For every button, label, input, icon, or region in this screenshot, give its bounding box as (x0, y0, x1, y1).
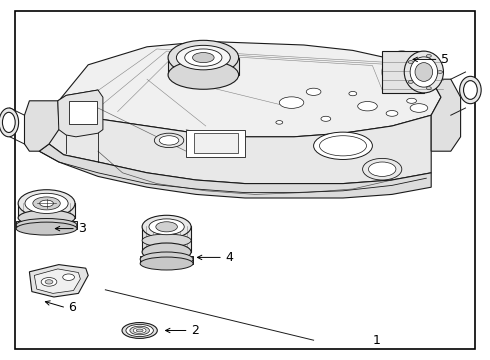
Ellipse shape (45, 280, 53, 284)
Ellipse shape (16, 222, 77, 235)
Ellipse shape (276, 121, 283, 124)
Ellipse shape (410, 57, 438, 87)
Polygon shape (24, 101, 69, 151)
Bar (140, 256, 193, 264)
Bar (186, 130, 245, 157)
Polygon shape (34, 269, 80, 293)
Ellipse shape (16, 219, 77, 231)
Ellipse shape (33, 197, 60, 210)
Text: 2: 2 (191, 324, 199, 337)
Ellipse shape (149, 219, 184, 235)
Ellipse shape (140, 252, 193, 266)
Bar (382, 51, 424, 93)
Ellipse shape (41, 278, 57, 286)
Polygon shape (49, 101, 431, 184)
Ellipse shape (306, 88, 321, 95)
Ellipse shape (156, 222, 177, 232)
Bar (168, 58, 239, 75)
Ellipse shape (386, 111, 398, 116)
Ellipse shape (154, 133, 184, 148)
Ellipse shape (2, 112, 15, 132)
Polygon shape (59, 41, 441, 137)
Ellipse shape (176, 45, 230, 70)
Ellipse shape (126, 324, 153, 337)
Text: 4: 4 (225, 251, 233, 264)
Ellipse shape (363, 158, 402, 180)
Polygon shape (29, 265, 88, 297)
Ellipse shape (319, 136, 367, 156)
Ellipse shape (133, 328, 146, 333)
Ellipse shape (349, 91, 357, 96)
Ellipse shape (159, 136, 179, 145)
Ellipse shape (408, 81, 413, 84)
Ellipse shape (464, 81, 477, 99)
Ellipse shape (0, 108, 19, 137)
Ellipse shape (122, 323, 157, 338)
Ellipse shape (410, 104, 428, 112)
Ellipse shape (142, 215, 191, 238)
Bar (142, 226, 191, 252)
Ellipse shape (368, 162, 396, 176)
Bar (194, 133, 238, 153)
Ellipse shape (279, 97, 304, 108)
Ellipse shape (382, 51, 421, 93)
Bar (16, 221, 77, 229)
Text: 1: 1 (372, 334, 380, 347)
Ellipse shape (25, 193, 68, 213)
Ellipse shape (40, 200, 53, 207)
Ellipse shape (193, 53, 214, 63)
Ellipse shape (18, 210, 75, 226)
Ellipse shape (408, 60, 413, 63)
Ellipse shape (142, 234, 191, 247)
Ellipse shape (63, 274, 74, 280)
Polygon shape (58, 90, 98, 126)
Text: 5: 5 (441, 53, 449, 66)
Ellipse shape (142, 243, 191, 261)
Ellipse shape (168, 40, 239, 75)
Ellipse shape (415, 63, 433, 81)
Ellipse shape (407, 98, 416, 103)
Ellipse shape (358, 102, 377, 111)
Text: 3: 3 (78, 222, 86, 235)
Ellipse shape (185, 49, 222, 66)
Polygon shape (39, 144, 431, 198)
Ellipse shape (404, 51, 443, 93)
Ellipse shape (314, 132, 372, 159)
Ellipse shape (136, 329, 143, 332)
Ellipse shape (18, 190, 75, 217)
Polygon shape (431, 79, 461, 151)
Ellipse shape (130, 326, 149, 335)
Ellipse shape (140, 257, 193, 270)
Ellipse shape (460, 76, 481, 104)
Polygon shape (58, 90, 103, 137)
Ellipse shape (321, 116, 331, 121)
Ellipse shape (438, 71, 442, 73)
Bar (18, 203, 75, 218)
Ellipse shape (168, 60, 239, 89)
Ellipse shape (426, 87, 431, 90)
Ellipse shape (426, 54, 431, 57)
Text: 6: 6 (69, 301, 76, 314)
Bar (69, 101, 97, 124)
